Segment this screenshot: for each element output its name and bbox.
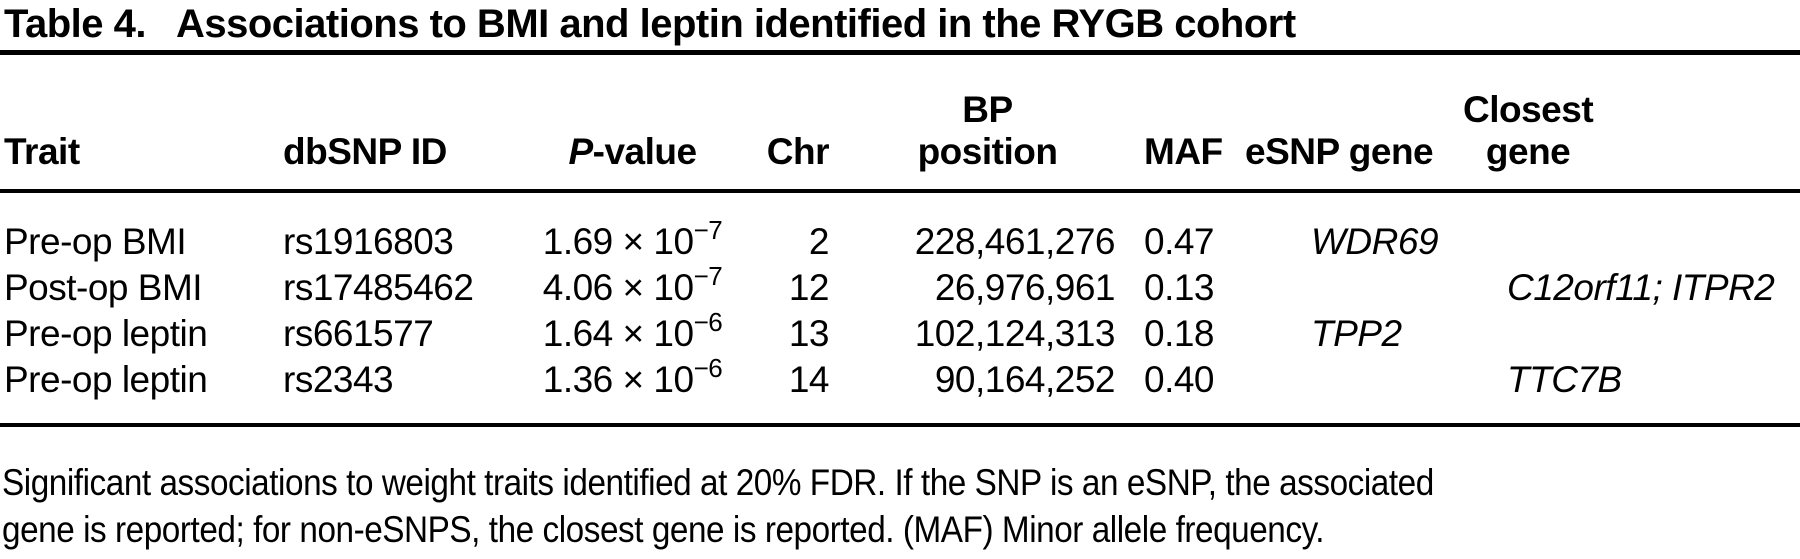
cell-closest-gene: C12orf11; ITPR2: [1507, 267, 1775, 308]
cell-maf: 0.18: [1144, 313, 1215, 354]
cell-p-value: 1.64 × 10−6: [510, 309, 755, 357]
cell-chr: 2: [808, 221, 830, 262]
cell-p-value: 1.36 × 10−6: [510, 355, 755, 423]
column-header-dbsnp-id: dbSNP ID: [275, 55, 510, 193]
cell-maf: 0.13: [1144, 267, 1215, 308]
column-header-chr: Chr: [755, 55, 845, 193]
p-value-base: 1.36 × 10: [542, 359, 694, 400]
table-header-row: Trait dbSNP ID P-value Chr BP position M…: [0, 55, 1800, 193]
p-value-base: 1.64 × 10: [542, 313, 694, 354]
cell-dbsnp-id: rs17485462: [283, 267, 474, 308]
cell-trait: Pre-op leptin: [4, 359, 208, 400]
cell-esnp-gene: [1245, 357, 1455, 423]
column-header-esnp-label: eSNP gene: [1245, 131, 1434, 172]
cell-closest-gene: TTC7B: [1507, 359, 1622, 400]
cell-closest-gene: [1455, 191, 1800, 265]
p-value-exponent: −7: [693, 214, 723, 245]
column-header-closest-gene: Closest gene: [1455, 55, 1800, 193]
table-caption: Table 4. Associations to BMI and leptin i…: [0, 0, 1800, 46]
column-header-p-value: P-value: [510, 55, 755, 193]
cell-trait: Pre-op leptin: [4, 313, 208, 354]
cell-chr: 14: [788, 359, 830, 400]
cell-esnp-gene: WDR69: [1311, 221, 1439, 262]
cell-esnp-gene: TPP2: [1311, 313, 1402, 354]
cell-dbsnp-id: rs661577: [283, 313, 434, 354]
table-row: Post-op BMI rs17485462 4.06 × 10−7 12 26…: [0, 263, 1800, 311]
cell-bp-position: 102,124,313: [914, 313, 1116, 354]
column-header-trait-label: Trait: [4, 131, 80, 172]
column-header-esnp-gene: eSNP gene: [1245, 55, 1455, 193]
cell-trait: Post-op BMI: [4, 267, 203, 308]
table-caption-text: Associations to BMI and leptin identifie…: [175, 2, 1296, 46]
bp-header-line2: position: [917, 131, 1058, 172]
p-value-exponent: −6: [693, 306, 723, 337]
p-value-italic-p: P: [568, 131, 593, 172]
cell-esnp-gene: [1245, 265, 1455, 311]
column-header-maf: MAF: [1130, 55, 1245, 193]
closest-gene-header-block: Closest gene: [1463, 89, 1594, 173]
cell-chr: 12: [788, 267, 830, 308]
table-row: Pre-op BMI rs1916803 1.69 × 10−7 2 228,4…: [0, 191, 1800, 265]
column-header-trait: Trait: [0, 55, 275, 193]
caption-rule: [0, 50, 1800, 55]
bp-header-line1: BP: [962, 89, 1013, 130]
p-value-base: 1.69 × 10: [542, 221, 694, 262]
cell-maf: 0.40: [1144, 359, 1215, 400]
table-bottom-rule: [0, 423, 1800, 427]
cell-closest-gene: [1455, 311, 1800, 357]
column-header-dbsnp-label: dbSNP ID: [283, 131, 447, 172]
associations-table: Trait dbSNP ID P-value Chr BP position M…: [0, 55, 1800, 423]
cell-trait: Pre-op BMI: [4, 221, 187, 262]
cell-p-value: 4.06 × 10−7: [510, 263, 755, 311]
p-value-rest: -value: [592, 131, 697, 172]
cell-dbsnp-id: rs1916803: [283, 221, 454, 262]
cell-maf: 0.47: [1144, 221, 1215, 262]
table-row: Pre-op leptin rs2343 1.36 × 10−6 14 90,1…: [0, 355, 1800, 423]
cell-p-value: 1.69 × 10−7: [510, 191, 755, 265]
cell-dbsnp-id: rs2343: [283, 359, 394, 400]
column-header-bp-position: BP position: [845, 55, 1130, 193]
p-value-exponent: −6: [693, 352, 723, 383]
column-header-maf-label: MAF: [1144, 131, 1223, 172]
cell-bp-position: 26,976,961: [934, 267, 1116, 308]
table-caption-label: Table 4.: [4, 2, 146, 46]
closest-header-line2: gene: [1485, 131, 1571, 172]
footnote-line1: Significant associations to weight trait…: [2, 462, 1434, 503]
column-header-chr-label: Chr: [766, 131, 830, 172]
p-value-base: 4.06 × 10: [542, 267, 694, 308]
footnote-line2: gene is reported; for non-eSNPS, the clo…: [2, 509, 1325, 550]
table-row: Pre-op leptin rs661577 1.64 × 10−6 13 10…: [0, 309, 1800, 357]
p-value-exponent: −7: [693, 260, 723, 291]
cell-bp-position: 90,164,252: [934, 359, 1116, 400]
table-footnote: Significant associations to weight trait…: [0, 459, 1800, 553]
closest-header-line1: Closest: [1463, 89, 1594, 130]
cell-chr: 13: [788, 313, 830, 354]
cell-bp-position: 228,461,276: [914, 221, 1116, 262]
